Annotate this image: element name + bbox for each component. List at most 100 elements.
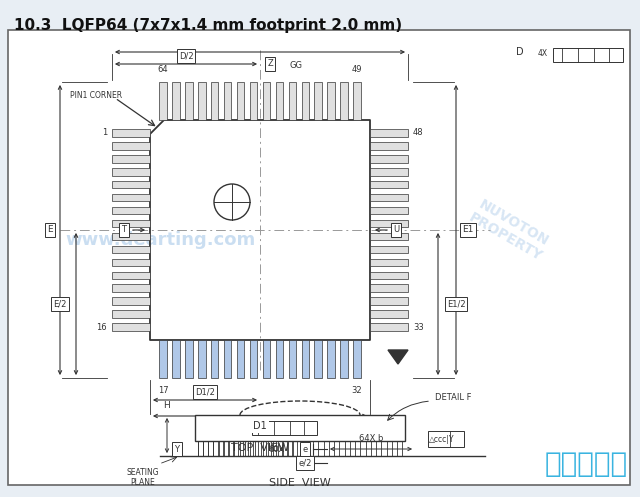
Bar	[370, 297, 408, 305]
Bar	[112, 155, 150, 163]
Bar	[112, 324, 150, 331]
Text: D/2: D/2	[179, 52, 193, 61]
Text: E1: E1	[462, 226, 474, 235]
Text: Z: Z	[267, 60, 273, 69]
Text: e: e	[302, 444, 308, 453]
Bar	[195, 415, 405, 441]
Text: 17: 17	[157, 386, 168, 395]
Bar	[340, 82, 348, 120]
Bar	[370, 129, 408, 137]
Text: 1: 1	[102, 128, 107, 138]
Bar	[198, 340, 205, 378]
Text: 33: 33	[413, 323, 424, 331]
Bar	[185, 340, 193, 378]
Bar	[370, 233, 408, 240]
Bar	[237, 82, 244, 120]
Bar	[112, 258, 150, 266]
Bar	[370, 271, 408, 279]
Bar	[276, 82, 283, 120]
Bar	[353, 340, 361, 378]
Bar	[370, 324, 408, 331]
Bar	[211, 340, 218, 378]
Bar	[112, 297, 150, 305]
Bar	[112, 310, 150, 318]
Bar	[159, 82, 166, 120]
Polygon shape	[388, 350, 408, 364]
Bar	[370, 220, 408, 227]
Text: 64: 64	[157, 65, 168, 74]
Text: TOP  VIEW: TOP VIEW	[231, 443, 289, 453]
Text: 16: 16	[97, 323, 107, 331]
Bar	[263, 82, 270, 120]
FancyBboxPatch shape	[252, 421, 317, 435]
Bar	[328, 340, 335, 378]
Text: 4X: 4X	[538, 50, 548, 59]
Bar	[112, 246, 150, 253]
Text: GG: GG	[289, 61, 303, 70]
Circle shape	[214, 184, 250, 220]
Bar	[370, 194, 408, 201]
Text: SIDE  VIEW: SIDE VIEW	[269, 478, 331, 488]
Bar	[112, 194, 150, 201]
Text: D: D	[516, 47, 524, 57]
Text: e/2: e/2	[298, 459, 312, 468]
Bar	[237, 340, 244, 378]
Text: △ccc: △ccc	[430, 434, 448, 443]
Bar	[370, 207, 408, 214]
Bar	[112, 233, 150, 240]
Bar	[172, 340, 180, 378]
Bar	[112, 129, 150, 137]
FancyBboxPatch shape	[553, 48, 623, 62]
Text: DETAIL F: DETAIL F	[435, 393, 472, 402]
Text: 4X: 4X	[235, 423, 245, 432]
Bar	[370, 155, 408, 163]
Bar	[198, 82, 205, 120]
Bar	[250, 82, 257, 120]
Text: T: T	[122, 226, 127, 235]
Text: SEATING
PLANE: SEATING PLANE	[127, 468, 159, 488]
Text: E1/2: E1/2	[447, 300, 465, 309]
Text: 60X: 60X	[269, 444, 285, 453]
Bar	[172, 82, 180, 120]
Bar	[370, 181, 408, 188]
Text: 32: 32	[352, 386, 362, 395]
Bar	[250, 340, 257, 378]
Bar	[301, 82, 309, 120]
Bar	[301, 340, 309, 378]
Bar	[370, 284, 408, 292]
Text: Y: Y	[175, 444, 179, 453]
Bar	[340, 340, 348, 378]
Bar	[224, 82, 232, 120]
Text: D1/2: D1/2	[195, 388, 215, 397]
Bar	[112, 181, 150, 188]
Bar	[263, 340, 270, 378]
Text: E: E	[47, 226, 53, 235]
Bar	[224, 340, 232, 378]
FancyBboxPatch shape	[428, 431, 464, 447]
Bar	[370, 258, 408, 266]
Bar	[112, 271, 150, 279]
Bar	[211, 82, 218, 120]
Text: 49: 49	[352, 65, 362, 74]
Text: U: U	[393, 226, 399, 235]
Bar	[370, 168, 408, 175]
Bar	[289, 340, 296, 378]
Bar	[112, 142, 150, 150]
Bar	[185, 82, 193, 120]
Bar	[112, 168, 150, 175]
Bar	[159, 340, 166, 378]
Bar	[370, 246, 408, 253]
Text: E/2: E/2	[53, 300, 67, 309]
Text: △bbb|Y|T–U|Z: △bbb|Y|T–U|Z	[556, 52, 604, 59]
Text: △ccc|Y: △ccc|Y	[429, 434, 454, 443]
Bar	[289, 82, 296, 120]
Bar	[112, 220, 150, 227]
Text: NUVOTON
PROPERTY: NUVOTON PROPERTY	[467, 196, 553, 264]
Bar	[112, 284, 150, 292]
Text: △aaa|H|T–U|Z: △aaa|H|T–U|Z	[255, 424, 303, 431]
Bar	[276, 340, 283, 378]
Bar	[370, 142, 408, 150]
Bar	[314, 340, 322, 378]
Text: 10.3  LQFP64 (7x7x1.4 mm footprint 2.0 mm): 10.3 LQFP64 (7x7x1.4 mm footprint 2.0 mm…	[14, 18, 402, 33]
Text: 64X b: 64X b	[359, 434, 383, 443]
